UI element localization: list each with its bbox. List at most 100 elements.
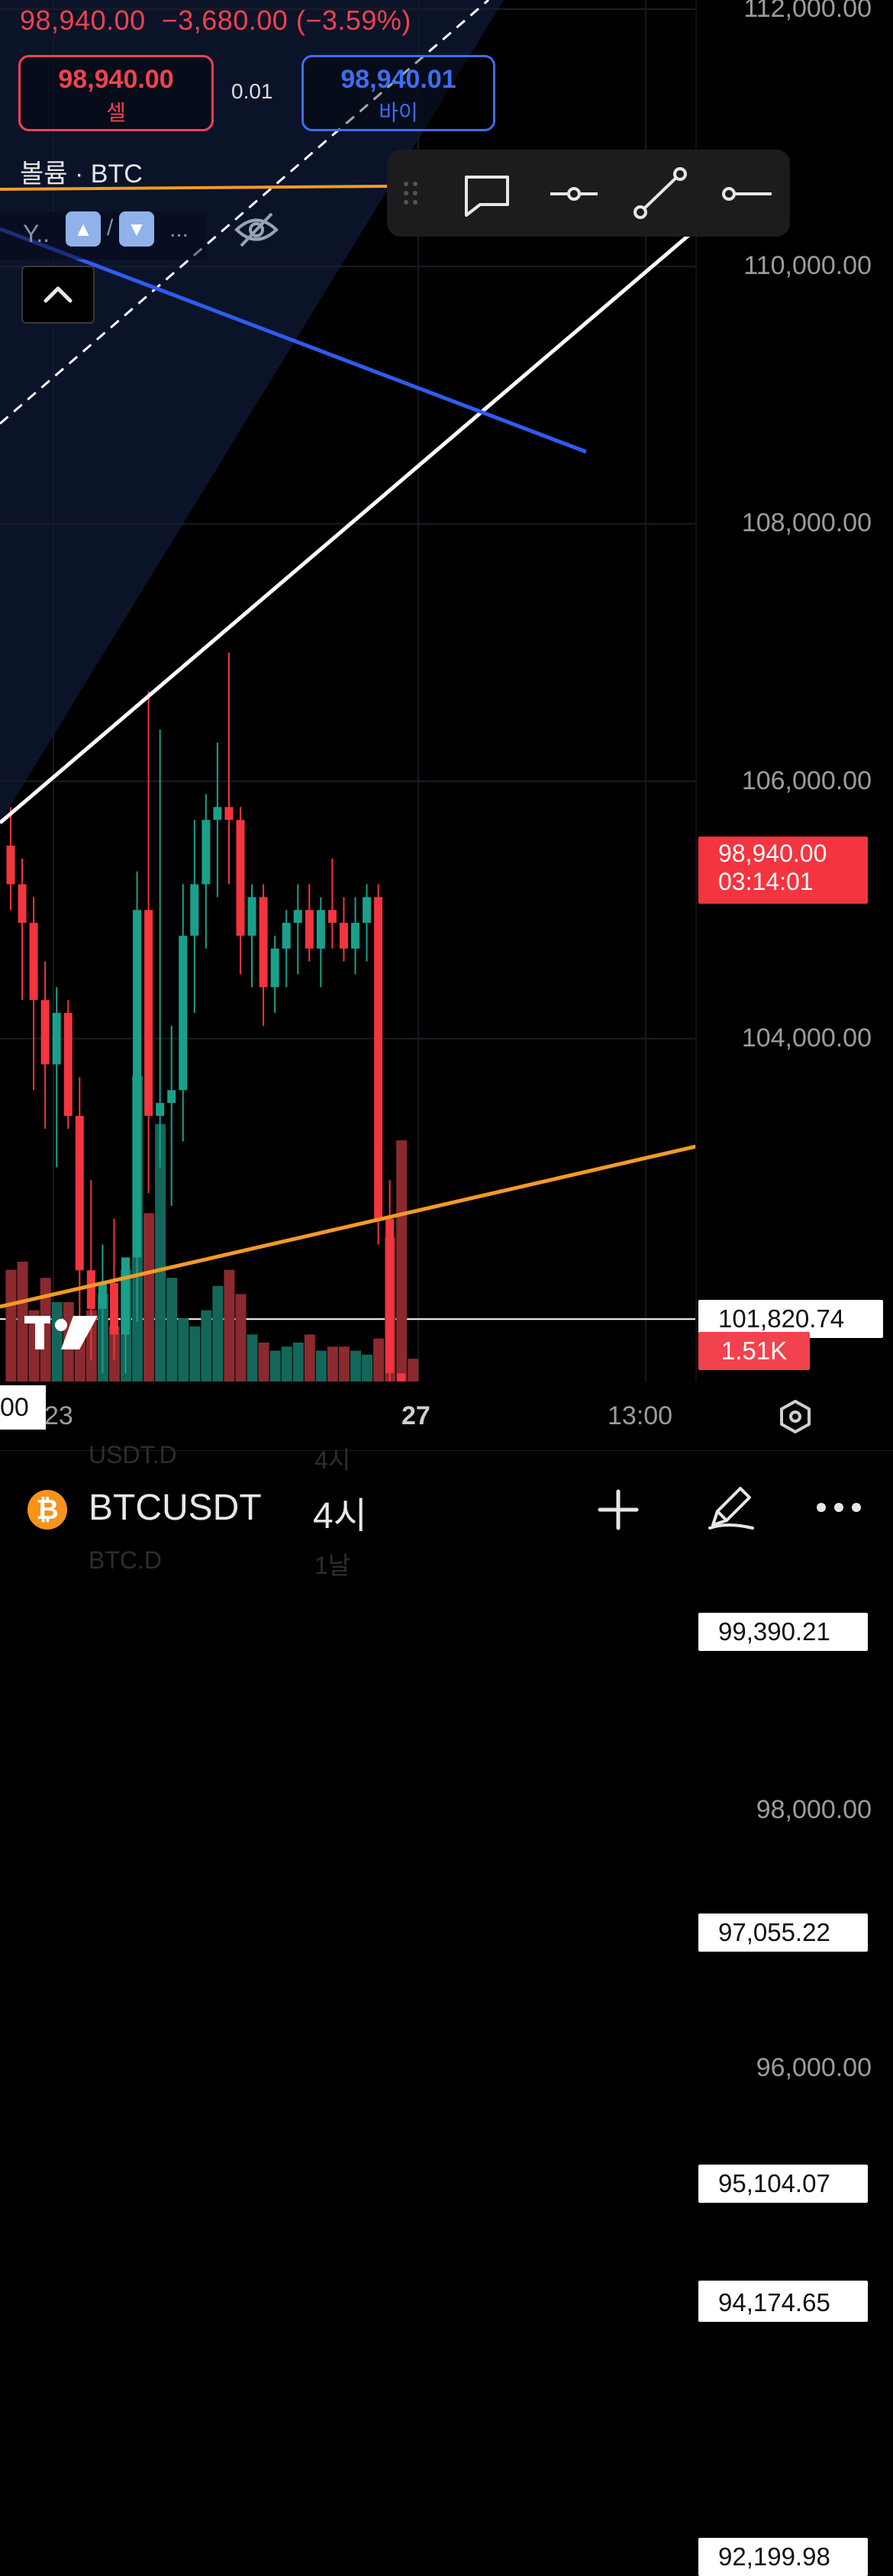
settings-hexagon-icon[interactable]	[777, 1398, 814, 1435]
indicator-more-button[interactable]: ...	[169, 217, 189, 242]
ghost-symbol-bottom: BTC.D	[89, 1546, 162, 1574]
candle-body	[156, 1103, 165, 1116]
candle	[270, 935, 279, 1014]
candle-body	[40, 1000, 50, 1065]
candle-body	[213, 807, 222, 821]
price-axis-label: 110,000.00	[743, 251, 872, 281]
buy-label: 바이	[379, 101, 418, 124]
volume-bar	[235, 1294, 247, 1381]
bitcoin-icon: ₿	[27, 1490, 67, 1530]
move-down-button[interactable]: ▼	[119, 211, 154, 247]
trend-line-icon[interactable]	[633, 167, 687, 219]
volume-bar	[247, 1334, 258, 1381]
candle	[40, 961, 50, 1129]
indicator-row	[0, 212, 206, 260]
collapse-legend-button[interactable]	[21, 266, 95, 324]
candle-body	[29, 923, 38, 1001]
price-axis-label: 112,000.00	[743, 0, 872, 23]
interval-selector[interactable]: 4시	[313, 1496, 367, 1536]
volume-bar	[40, 1278, 51, 1381]
volume-bar	[315, 1350, 327, 1381]
candle	[156, 730, 165, 1168]
candle-body	[75, 1115, 84, 1271]
candle-body	[179, 935, 188, 1091]
volume-bar	[201, 1310, 212, 1381]
candle-body	[167, 1090, 176, 1104]
hide-eye-icon[interactable]	[234, 211, 279, 249]
sell-button[interactable]: 98,940.00 셀	[18, 55, 214, 131]
time-label-23: 23	[44, 1401, 73, 1430]
candle	[305, 884, 314, 962]
candle	[29, 897, 38, 1091]
current-price-value: 98,940.00	[718, 840, 827, 867]
candle	[397, 1373, 406, 1381]
candle-body	[270, 948, 279, 988]
move-up-button[interactable]: ▲	[66, 211, 101, 247]
candle-body	[316, 910, 325, 949]
price-axis-label: 104,000.00	[741, 1023, 872, 1053]
candle-body	[247, 897, 256, 936]
candle	[327, 858, 337, 949]
candle	[236, 807, 245, 975]
volume-bar	[338, 1346, 350, 1381]
bar-countdown: 03:14:01	[718, 868, 814, 895]
candle-body	[201, 820, 211, 885]
candle	[282, 910, 291, 988]
volume-bar	[155, 1124, 166, 1381]
volume-bar	[292, 1343, 304, 1381]
candle-body	[224, 807, 234, 821]
candle	[133, 871, 142, 1322]
level-price-tag: 92,199.98	[698, 2538, 868, 2576]
candle-body	[351, 923, 359, 949]
candle	[259, 884, 268, 1026]
symbol-name[interactable]: BTCUSDT	[89, 1488, 262, 1528]
candle	[224, 653, 234, 885]
plus-icon[interactable]	[595, 1487, 641, 1533]
candle	[316, 897, 325, 988]
volume-bar	[166, 1278, 178, 1381]
candle	[109, 1218, 118, 1361]
volume-bar	[5, 1269, 17, 1381]
candle	[385, 1180, 395, 1381]
candle-body	[144, 910, 153, 1116]
candle-body	[98, 1283, 107, 1309]
buy-button[interactable]: 98,940.01 바이	[301, 55, 495, 131]
candle	[213, 743, 222, 898]
candle	[339, 897, 348, 962]
drag-handle-icon[interactable]	[404, 182, 417, 205]
time-label-1300: 13:00	[608, 1401, 673, 1430]
candle-body	[6, 845, 15, 885]
candle-body	[18, 884, 27, 924]
volume-indicator-label[interactable]: 볼륨 · BTC	[20, 160, 143, 189]
trend-line-orange-top	[0, 185, 390, 191]
candle-body	[109, 1283, 118, 1335]
price-axis-label: 108,000.00	[741, 508, 872, 538]
bottom-symbol-bar	[0, 1450, 893, 1581]
channel-background	[0, 0, 504, 823]
candle-body	[363, 897, 372, 924]
volume-bar	[189, 1326, 201, 1381]
volume-bar	[327, 1346, 338, 1381]
comment-icon[interactable]	[465, 176, 509, 217]
horizontal-ray-icon[interactable]	[550, 187, 598, 201]
candle-body	[52, 1013, 61, 1065]
channel-lower-line	[0, 227, 696, 824]
volume-bar	[304, 1334, 315, 1381]
horizontal-line-icon[interactable]	[722, 187, 772, 201]
price-chart[interactable]	[0, 0, 893, 1450]
candle	[86, 1180, 95, 1361]
quote-header: 98,940.00 −3,680.00 (−3.59%)	[20, 5, 411, 37]
pen-icon[interactable]	[704, 1481, 757, 1534]
candle	[179, 884, 188, 1142]
candle-body	[397, 1373, 406, 1381]
volume-bar	[212, 1285, 224, 1381]
volume-bar	[224, 1269, 235, 1381]
volume-bar	[17, 1262, 28, 1381]
drawing-toolbar	[387, 150, 790, 237]
volume-bar	[51, 1302, 63, 1381]
more-icon[interactable]	[814, 1496, 864, 1519]
candle	[144, 691, 153, 1194]
volume-bar	[408, 1359, 419, 1381]
candle-body	[133, 910, 142, 1258]
indicator-short-name[interactable]: Y..	[23, 220, 50, 247]
